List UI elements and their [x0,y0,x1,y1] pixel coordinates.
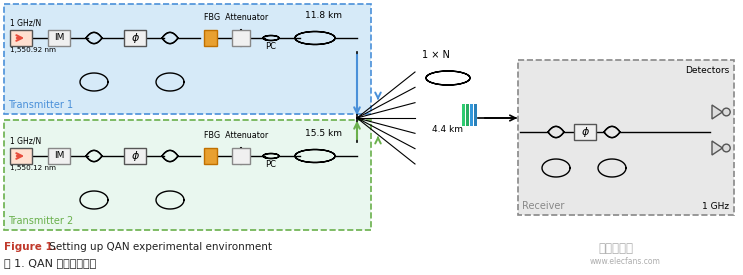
Text: 1,550.12 nm: 1,550.12 nm [10,165,56,171]
Text: FBG  Attenuator: FBG Attenuator [204,13,268,22]
FancyBboxPatch shape [518,60,734,215]
Circle shape [722,108,730,116]
Text: 11.8 km: 11.8 km [305,11,342,20]
Text: 15.5 km: 15.5 km [305,129,342,138]
Text: Transmitter 1: Transmitter 1 [8,100,73,110]
FancyBboxPatch shape [232,30,250,46]
Text: IM: IM [53,34,64,43]
Bar [474,104,477,126]
Polygon shape [712,141,722,155]
Text: 1 GHz/N: 1 GHz/N [10,19,42,28]
Text: $\phi$: $\phi$ [131,149,140,163]
Text: Receiver: Receiver [522,201,565,211]
Bar [470,104,473,126]
Text: 1 × N: 1 × N [422,50,450,60]
FancyBboxPatch shape [574,124,596,140]
Text: 1 GHz/N: 1 GHz/N [10,137,42,146]
Text: IM: IM [53,152,64,161]
Text: 4.4 km: 4.4 km [432,125,464,134]
Text: Transmitter 2: Transmitter 2 [8,216,74,226]
FancyBboxPatch shape [48,148,70,164]
FancyBboxPatch shape [4,4,371,114]
Bar [462,104,465,126]
Text: Figure 1.: Figure 1. [4,242,56,252]
Polygon shape [712,105,722,119]
Text: PC: PC [265,42,276,51]
FancyBboxPatch shape [10,30,32,46]
FancyBboxPatch shape [4,120,371,230]
Circle shape [722,144,730,152]
FancyBboxPatch shape [204,148,217,164]
Text: $\phi$: $\phi$ [580,125,589,139]
Text: 1,550.92 nm: 1,550.92 nm [10,47,56,53]
Text: 图 1. QAN 实验环境搞建: 图 1. QAN 实验环境搞建 [4,258,97,268]
FancyBboxPatch shape [124,30,146,46]
Text: $\phi$: $\phi$ [131,31,140,45]
Text: www.elecfans.com: www.elecfans.com [590,257,661,266]
FancyBboxPatch shape [10,148,32,164]
FancyBboxPatch shape [124,148,146,164]
Text: FBG  Attenuator: FBG Attenuator [204,131,268,140]
Text: Setting up QAN experimental environment: Setting up QAN experimental environment [46,242,272,252]
FancyBboxPatch shape [204,30,217,46]
Text: 电子发烧友: 电子发烧友 [598,242,633,255]
Text: Detectors: Detectors [685,66,729,75]
FancyBboxPatch shape [232,148,250,164]
Bar [466,104,469,126]
FancyBboxPatch shape [48,30,70,46]
Text: PC: PC [265,160,276,169]
Text: 1 GHz: 1 GHz [702,202,729,211]
